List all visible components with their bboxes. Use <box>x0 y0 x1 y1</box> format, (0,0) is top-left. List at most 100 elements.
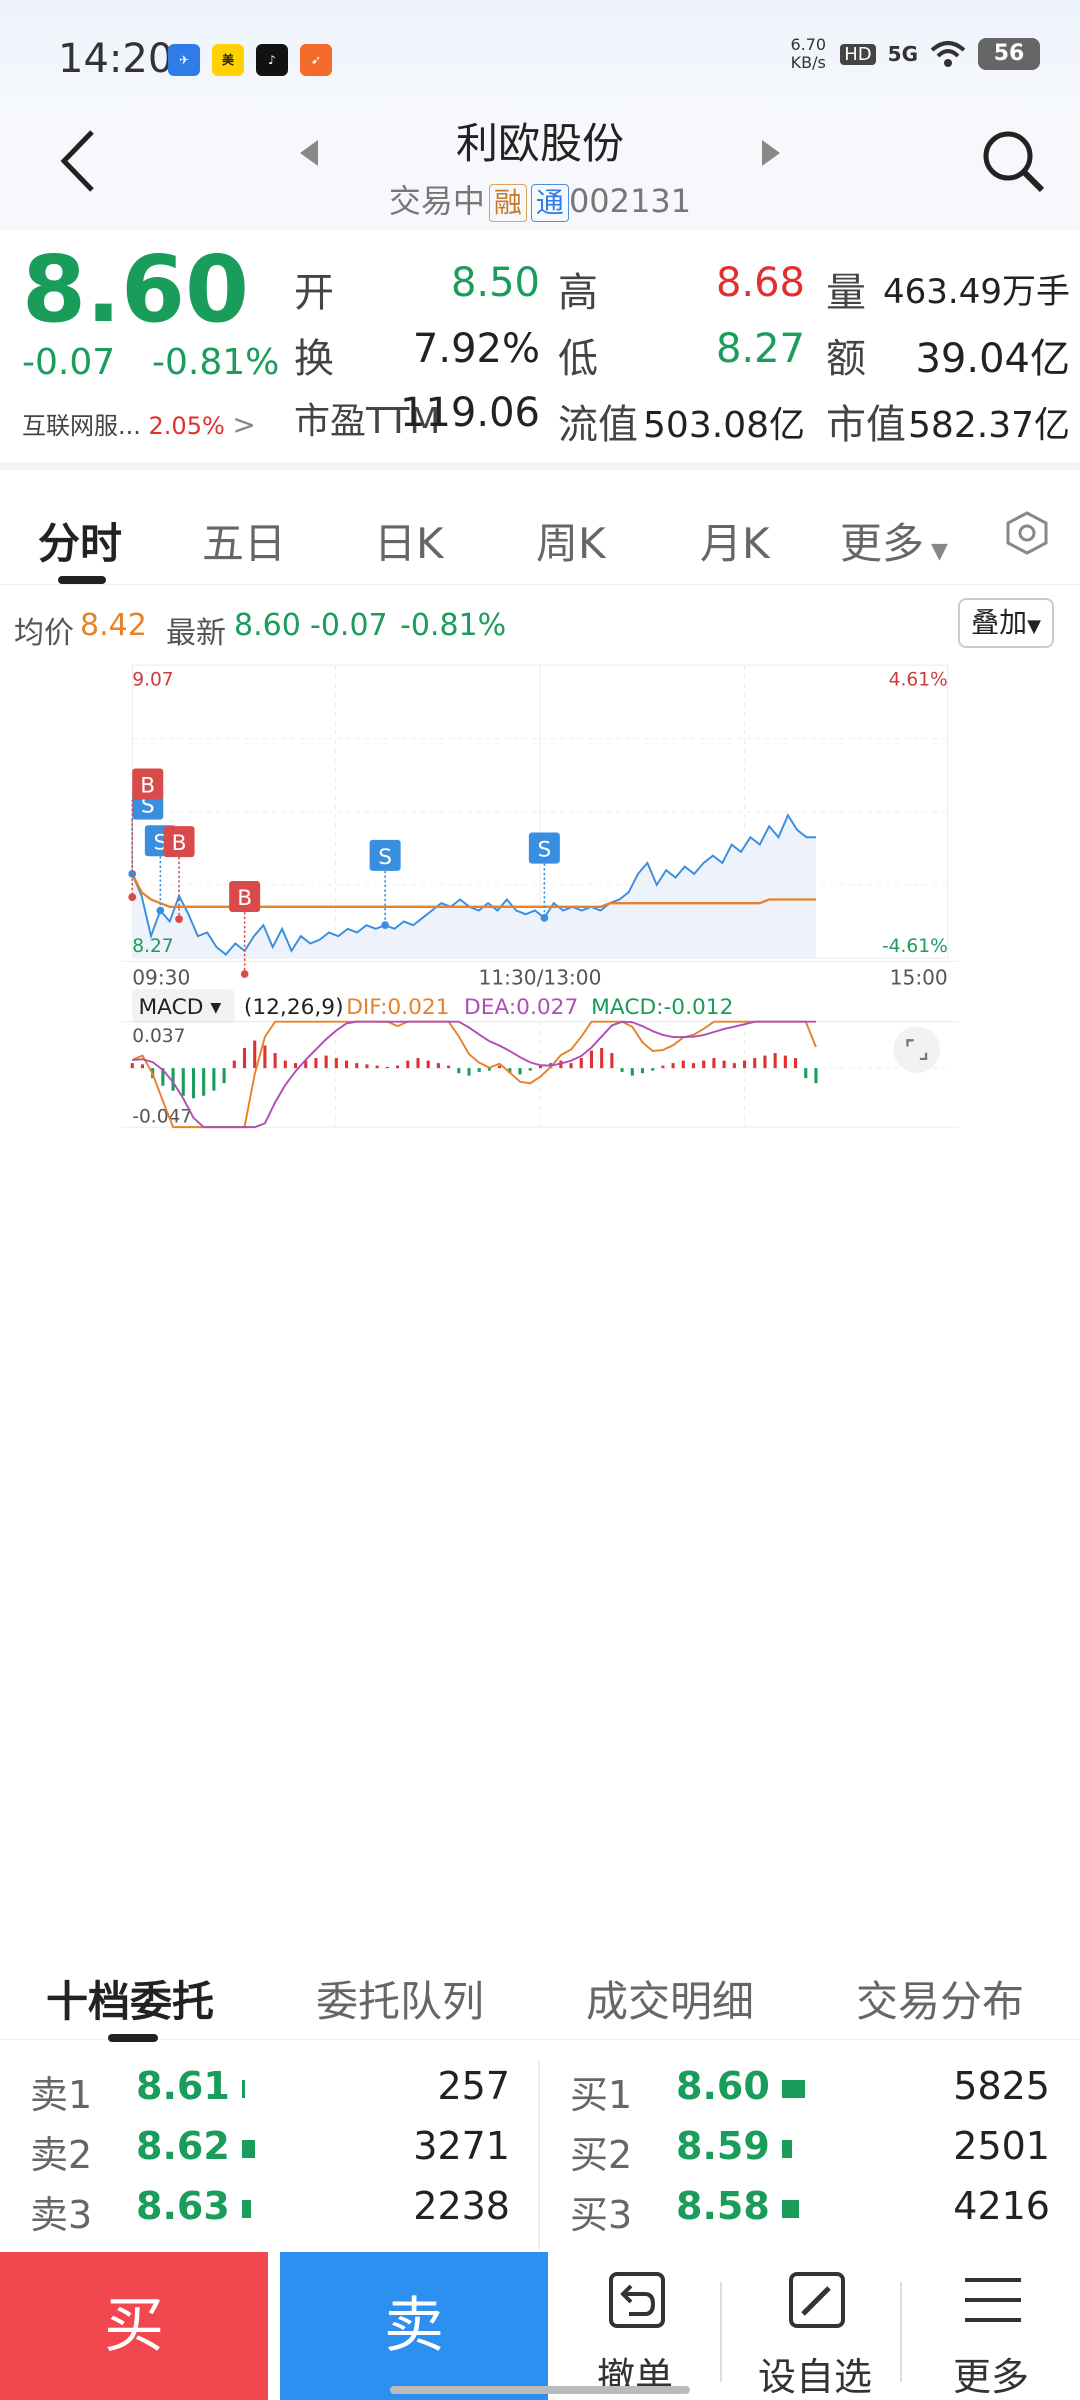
wifi-icon <box>930 41 966 67</box>
order-book: 卖1 8.61 257 卖2 8.62 3271 卖3 8.63 2238 买1 8.60 5825 买… <box>0 2040 1080 2252</box>
next-stock-icon[interactable] <box>760 138 782 168</box>
buy-marker <box>163 826 195 858</box>
tab-more[interactable]: 更多 ▼ <box>840 510 948 571</box>
dif-label: DIF:0.021 <box>346 995 449 1020</box>
add-watchlist-button[interactable]: 设自选 <box>730 2252 900 2400</box>
back-icon[interactable] <box>58 128 98 194</box>
x-tick-label: 15:00 <box>890 965 948 989</box>
marker-dot <box>381 921 390 930</box>
price-change: -0.07 <box>22 342 116 383</box>
pe-value: 119.06 <box>400 390 540 436</box>
tiktok-icon: ♪ <box>256 44 288 76</box>
prev-stock-icon[interactable] <box>298 138 320 168</box>
stock-subline: 交易中融通 002131 <box>0 176 1080 222</box>
more-label: 更多 <box>952 2355 1029 2399</box>
tab-monthly-k[interactable]: 月K <box>700 519 770 568</box>
menu-icon <box>965 2278 1021 2322</box>
search-icon[interactable] <box>980 128 1046 194</box>
sell-marker <box>369 839 401 871</box>
divider <box>720 2282 722 2382</box>
settings-hexagon-icon[interactable] <box>1004 510 1050 556</box>
marker-label: B <box>237 886 252 911</box>
marker-dot <box>128 893 137 902</box>
stock-header: 利欧股份 交易中融通 002131 <box>0 110 1080 230</box>
bottom-action-bar: 买 卖 撤单 设自选 更多 <box>0 2252 1080 2400</box>
tab-daily-k[interactable]: 日K <box>374 519 444 568</box>
pe-label: 市盈TTM <box>294 401 441 442</box>
overlay-button[interactable]: 叠加▼ <box>958 598 1054 648</box>
marker-label: S <box>141 794 155 819</box>
dropdown-icon: ▼ <box>924 539 948 564</box>
dropdown-icon: ▼ <box>1027 616 1041 637</box>
ask-volume: 2238 <box>413 2184 510 2228</box>
app-icon-4: ➹ <box>300 44 332 76</box>
price-line <box>131 813 816 956</box>
tab-weekly-k[interactable]: 周K <box>536 519 606 568</box>
hd-icon: HD <box>840 43 876 65</box>
battery-icon: 56 <box>978 38 1040 70</box>
app-icon-1: ✈ <box>168 44 200 76</box>
amount-value: 39.04亿 <box>915 336 1070 382</box>
high-value: 8.68 <box>715 260 805 306</box>
book-divider <box>538 2060 540 2250</box>
y-min-label: 8.27 <box>132 936 173 957</box>
turnover-value: 7.92% <box>412 326 540 372</box>
price-area <box>132 815 816 959</box>
status-time: 14:20 <box>58 36 174 82</box>
bid-volume-bar <box>782 2200 799 2218</box>
high-label: 高 <box>558 270 598 316</box>
chevron-right-icon: > <box>232 408 256 441</box>
macd-selector: MACD ▾ <box>138 995 221 1020</box>
tab-trade-detail[interactable]: 成交明细 <box>586 1977 755 2026</box>
sector-name: 互联网服... <box>22 412 141 440</box>
marker-dot <box>540 913 549 922</box>
bid-volume-bar <box>782 2080 805 2098</box>
buy-marker <box>229 881 261 913</box>
turnover-label: 换 <box>294 336 334 382</box>
order-tab-indicator <box>108 2034 158 2042</box>
tab-five-day[interactable]: 五日 <box>202 519 287 568</box>
sell-button[interactable]: 卖 <box>280 2252 548 2400</box>
chart-tabs: 分时 五日 日K 周K 月K 更多 ▼ <box>0 470 1080 585</box>
tab-ten-level[interactable]: 十档委托 <box>46 1977 215 2026</box>
ask-volume-bar <box>242 2140 255 2158</box>
y-max-label: 9.07 <box>132 669 173 690</box>
sector-link[interactable]: 互联网服... 2.05% > <box>22 406 256 441</box>
tab-order-queue[interactable]: 委托队列 <box>316 1977 485 2026</box>
intraday-chart[interactable]: 9.07 4.61% 8.27 -4.61% 09:30 11:30/13:00 15:00… <box>0 662 1080 1662</box>
cancel-order-button[interactable]: 撤单 <box>550 2252 720 2400</box>
trading-status: 交易中 <box>388 182 485 220</box>
ask-price: 8.62 <box>136 2124 230 2168</box>
tab-timeshare[interactable]: 分时 <box>38 519 123 568</box>
current-price: 8.60 <box>22 236 249 343</box>
bid-volume-bar <box>782 2140 792 2158</box>
sell-marker <box>528 832 560 864</box>
bid-level-label: 买3 <box>570 2193 633 2237</box>
bid-price: 8.58 <box>676 2184 770 2228</box>
margin-tag: 融 <box>488 184 527 222</box>
quote-panel: 8.60 -0.07 -0.81% 互联网服... 2.05% > 开 8.50… <box>0 230 1080 460</box>
ask-volume: 3271 <box>413 2124 510 2168</box>
ask-price: 8.63 <box>136 2184 230 2228</box>
buy-marker <box>132 768 164 800</box>
ask-level-label: 卖3 <box>30 2193 93 2237</box>
marker-dot <box>240 970 249 978</box>
bid-volume: 4216 <box>953 2184 1050 2228</box>
avg-label: 均价 <box>14 616 74 651</box>
latest-value: 8.60 <box>234 608 301 643</box>
edit-icon <box>789 2272 845 2328</box>
float-cap-value: 503.08亿 <box>643 405 805 446</box>
more-button[interactable]: 更多 <box>906 2252 1076 2400</box>
latest-change: -0.07 <box>310 608 388 643</box>
meituan-icon: 美 <box>212 44 244 76</box>
price-change-pct: -0.81% <box>152 342 280 383</box>
chart-info-line: 均价 8.42 最新 8.60 -0.07 -0.81% <box>0 592 1080 662</box>
home-indicator <box>390 2386 690 2394</box>
marker-dot <box>156 906 165 915</box>
tab-trade-distribution[interactable]: 交易分布 <box>856 1977 1025 2026</box>
buy-button[interactable]: 买 <box>0 2252 268 2400</box>
divider <box>0 462 1080 472</box>
overlay-label: 叠加 <box>971 606 1028 639</box>
dea-label: DEA:0.027 <box>464 995 578 1020</box>
open-label: 开 <box>294 270 334 316</box>
